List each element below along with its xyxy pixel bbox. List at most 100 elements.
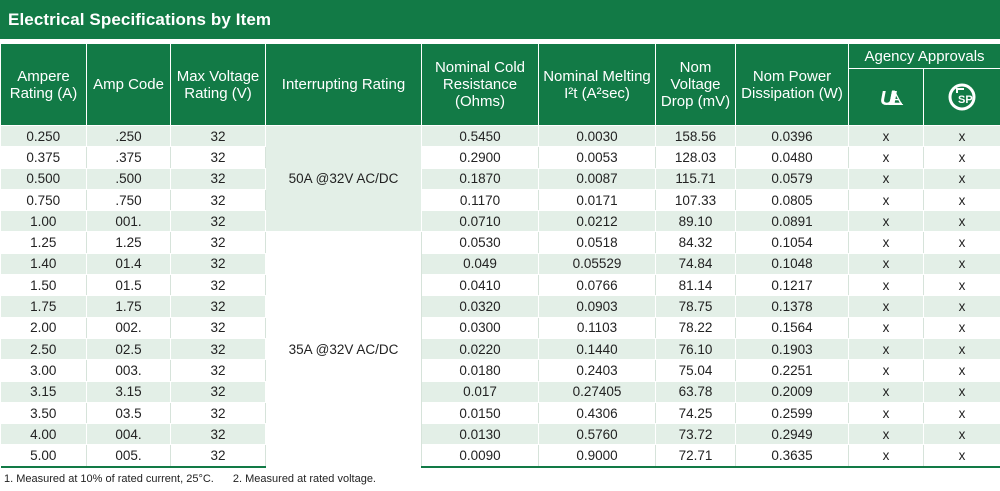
cell-ampere: 2.50: [0, 338, 87, 361]
cell-power: 0.3635: [735, 444, 849, 468]
csa-icon: SP: [948, 83, 976, 111]
cell-ampere: 0.750: [0, 189, 87, 212]
svg-text:L: L: [891, 88, 903, 109]
cell-voltage-drop: 81.14: [655, 274, 736, 297]
header-melting: Nominal Melting I²t (A²sec): [538, 43, 656, 126]
cell-power: 0.2949: [735, 423, 849, 446]
cell-voltage: 32: [170, 146, 266, 169]
cell-melting: 0.0087: [538, 168, 656, 190]
cell-voltage-drop: 74.25: [655, 402, 736, 425]
footnote-2: 2. Measured at rated voltage.: [232, 473, 376, 485]
cell-amp-code: 1.75: [86, 295, 171, 318]
cell-cold-resistance: 0.1870: [421, 168, 539, 190]
cell-power: 0.2009: [735, 381, 849, 403]
cell-voltage: 32: [170, 210, 266, 233]
cell-amp-code: 01.5: [86, 274, 171, 297]
cell-voltage: 32: [170, 189, 266, 212]
cell-cold-resistance: 0.0150: [421, 402, 539, 425]
cell-melting: 0.0903: [538, 295, 656, 318]
table-row: 3.15 3.15 32 0.017 0.27405 63.78 0.2009 x x: [0, 381, 1000, 403]
table-row: 2.50 02.5 32 0.0220 0.1440 76.10 0.1903 x x: [0, 338, 1000, 361]
header-cold-resistance: Nominal Cold Resistance (Ohms): [421, 43, 539, 126]
cell-power: 0.1903: [735, 338, 849, 361]
cell-ul-approval: x: [848, 444, 924, 468]
cell-csa-approval: x: [923, 338, 1000, 361]
cell-ul-approval: x: [848, 231, 924, 254]
cell-ul-approval: x: [848, 274, 924, 297]
cell-voltage: 32: [170, 168, 266, 190]
header-csa-cell: SP: [922, 68, 1000, 126]
cell-amp-code: .375: [86, 146, 171, 169]
cell-cold-resistance: 0.049: [421, 253, 539, 276]
header-ul-cell: A U L: [848, 68, 924, 126]
cell-ampere: 1.40: [0, 253, 87, 276]
cell-csa-approval: x: [923, 381, 1000, 403]
cell-amp-code: 001.: [86, 210, 171, 233]
cell-ul-approval: x: [848, 210, 924, 233]
header-interrupting: Interrupting Rating: [265, 43, 422, 126]
cell-power: 0.1564: [735, 317, 849, 339]
cell-cold-resistance: 0.0410: [421, 274, 539, 297]
table-row: 3.50 03.5 32 0.0150 0.4306 74.25 0.2599 x x: [0, 402, 1000, 425]
title-bar: Electrical Specifications by Item: [0, 0, 1000, 41]
cell-ampere: 1.25: [0, 231, 87, 254]
cell-melting: 0.0518: [538, 231, 656, 254]
cell-voltage-drop: 128.03: [655, 146, 736, 169]
header-max-voltage: Max Voltage Rating (V): [170, 43, 266, 126]
cell-amp-code: 002.: [86, 317, 171, 339]
cell-amp-code: .750: [86, 189, 171, 212]
cell-csa-approval: x: [923, 317, 1000, 339]
cell-voltage: 32: [170, 381, 266, 403]
cell-ul-approval: x: [848, 381, 924, 403]
cell-csa-approval: x: [923, 146, 1000, 169]
cell-ampere: 4.00: [0, 423, 87, 446]
cell-power: 0.0396: [735, 125, 849, 148]
table-row: 1.75 1.75 32 0.0320 0.0903 78.75 0.1378 x x: [0, 295, 1000, 318]
cell-cold-resistance: 0.0530: [421, 231, 539, 254]
cell-voltage: 32: [170, 359, 266, 382]
footnote-1: 1. Measured at 10% of rated current, 25°…: [4, 473, 214, 485]
header-agency-approvals: Agency Approvals: [847, 43, 1000, 69]
cell-csa-approval: x: [923, 210, 1000, 233]
spec-table-body: 0.250.250 32 50A @32V AC/DC 0.5450 0.0030 158…: [0, 125, 1000, 468]
cell-ul-approval: x: [848, 317, 924, 339]
cell-voltage-drop: 76.10: [655, 338, 736, 361]
header-voltage-drop: Nom Voltage Drop (mV): [655, 43, 736, 126]
cell-melting: 0.0171: [538, 189, 656, 212]
table-row: 4.00 004. 32 0.0130 0.5760 73.72 0.2949 x x: [0, 423, 1000, 446]
cell-ul-approval: x: [848, 125, 924, 148]
cell-interrupting-rating: 35A @32V AC/DC: [265, 231, 422, 468]
cell-voltage-drop: 75.04: [655, 359, 736, 382]
cell-amp-code: 005.: [86, 444, 171, 468]
cell-cold-resistance: 0.2900: [421, 146, 539, 169]
cell-csa-approval: x: [923, 125, 1000, 148]
ul-recognized-icon: A U L: [880, 85, 904, 109]
page-title: Electrical Specifications by Item: [8, 10, 272, 29]
cell-ampere: 3.15: [0, 381, 87, 403]
cell-ampere: 2.00: [0, 317, 87, 339]
cell-ampere: 5.00: [0, 444, 87, 468]
cell-voltage: 32: [170, 444, 266, 468]
cell-voltage: 32: [170, 253, 266, 276]
cell-power: 0.1217: [735, 274, 849, 297]
spec-table: Ampere Rating (A) Amp Code Max Voltage R…: [0, 43, 1000, 468]
svg-text:A: A: [887, 85, 904, 109]
cell-csa-approval: x: [923, 274, 1000, 297]
cell-power: 0.0480: [735, 146, 849, 169]
cell-voltage: 32: [170, 402, 266, 425]
cell-power: 0.1054: [735, 231, 849, 254]
cell-melting: 0.2403: [538, 359, 656, 382]
cell-interrupting-rating: 50A @32V AC/DC: [265, 125, 422, 233]
cell-voltage-drop: 73.72: [655, 423, 736, 446]
cell-ampere: 1.00: [0, 210, 87, 233]
cell-power: 0.1378: [735, 295, 849, 318]
cell-melting: 0.0053: [538, 146, 656, 169]
cell-ampere: 3.00: [0, 359, 87, 382]
cell-cold-resistance: 0.1170: [421, 189, 539, 212]
cell-cold-resistance: 0.0710: [421, 210, 539, 233]
table-row: 1.00 001. 32 0.0710 0.0212 89.10 0.0891 x x: [0, 210, 1000, 233]
cell-ul-approval: x: [848, 295, 924, 318]
cell-ul-approval: x: [848, 146, 924, 169]
cell-ul-approval: x: [848, 423, 924, 446]
cell-csa-approval: x: [923, 168, 1000, 190]
